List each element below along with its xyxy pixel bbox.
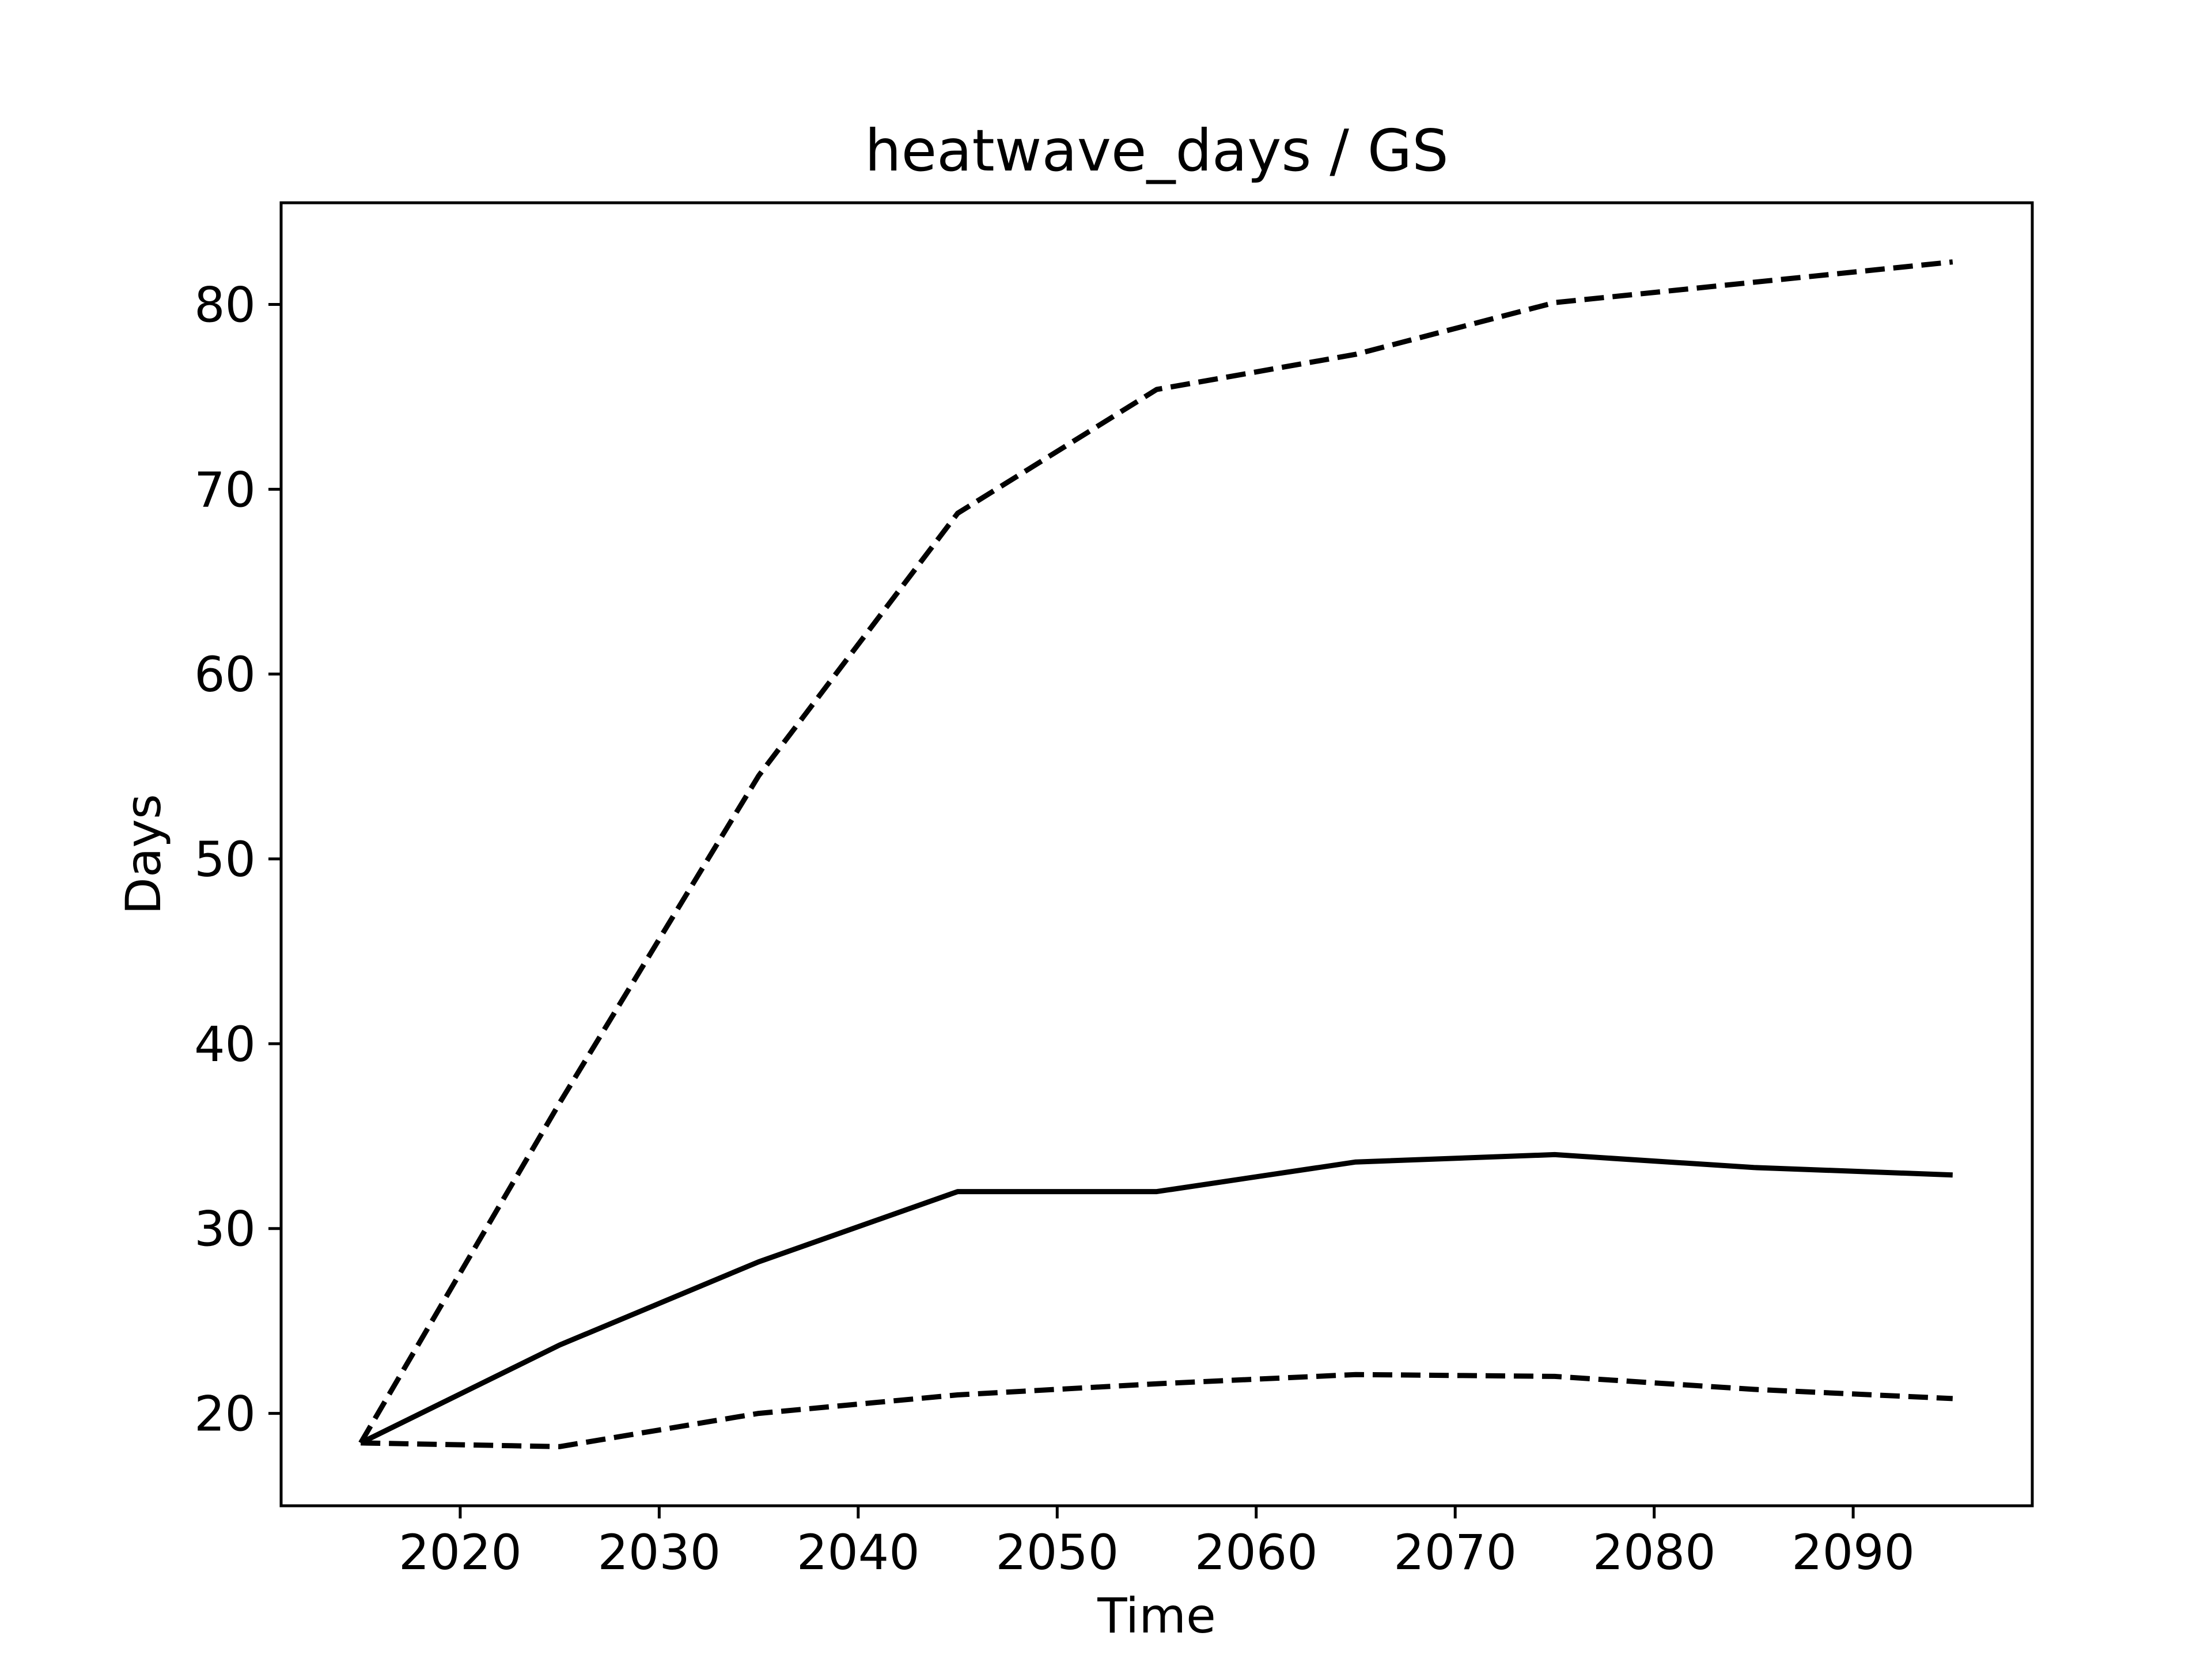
- series-line-1: [359, 1152, 1953, 1445]
- y-tick-label: 40: [194, 1016, 256, 1073]
- y-tick-label: 20: [194, 1386, 256, 1442]
- series-line-3: [361, 1372, 1953, 1449]
- y-tick-label: 50: [194, 831, 256, 888]
- y-tick-label: 30: [194, 1201, 256, 1257]
- x-axis: 2020 2030 2040 2050 2060 2070 2080 2090: [399, 1506, 1915, 1581]
- x-axis-label: Time: [1097, 1588, 1216, 1644]
- x-tick-label: 2090: [1791, 1524, 1915, 1581]
- y-axis: 20 30 40 50 60 70 80: [194, 276, 281, 1442]
- x-tick-label: 2030: [597, 1524, 721, 1581]
- series-line-2: [358, 259, 1953, 1445]
- x-tick-label: 2020: [399, 1524, 522, 1581]
- x-tick-label: 2060: [1195, 1524, 1318, 1581]
- x-tick-label: 2080: [1593, 1524, 1716, 1581]
- x-tick-label: 2040: [797, 1524, 920, 1581]
- series-layer: [358, 259, 1953, 1449]
- x-tick-label: 2050: [995, 1524, 1119, 1581]
- y-axis-label: Days: [115, 794, 172, 915]
- chart-title: heatwave_days / GS: [865, 117, 1448, 184]
- y-tick-label: 70: [194, 461, 256, 518]
- x-tick-label: 2070: [1393, 1524, 1517, 1581]
- y-tick-label: 80: [194, 276, 256, 333]
- y-tick-label: 60: [194, 646, 256, 703]
- plot-frame: [279, 201, 2034, 1508]
